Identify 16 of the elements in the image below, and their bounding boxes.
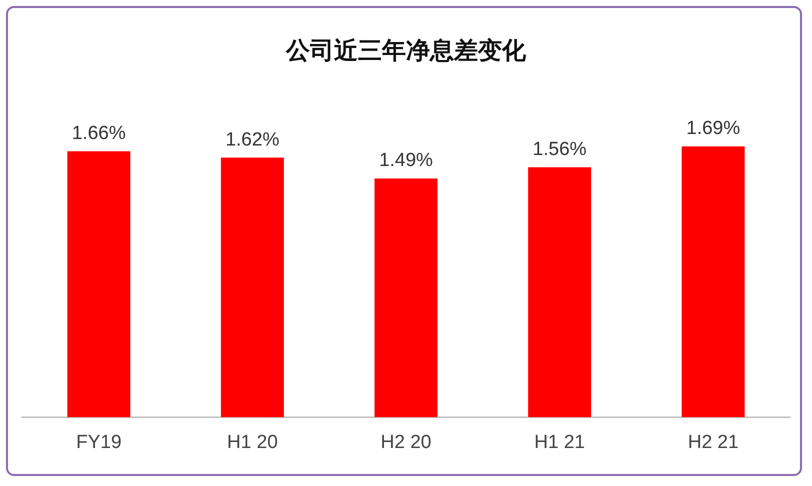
bar (220, 158, 284, 418)
bar (682, 146, 745, 418)
x-tick-label: H2 20 (380, 432, 432, 453)
bar (374, 178, 438, 418)
bar (67, 151, 130, 418)
bar (528, 167, 592, 418)
x-tick-label: FY19 (76, 432, 122, 453)
data-label: 1.69% (686, 118, 740, 140)
x-tick-label: H1 20 (227, 432, 278, 453)
data-label: 1.56% (532, 138, 587, 160)
x-tick-label: H1 21 (534, 432, 585, 453)
data-label: 1.66% (72, 122, 126, 144)
data-label: 1.49% (379, 150, 434, 172)
chart-title: 公司近三年净息差变化 (285, 36, 527, 65)
data-label: 1.62% (225, 129, 280, 150)
x-tick-label: H2 21 (688, 432, 739, 453)
